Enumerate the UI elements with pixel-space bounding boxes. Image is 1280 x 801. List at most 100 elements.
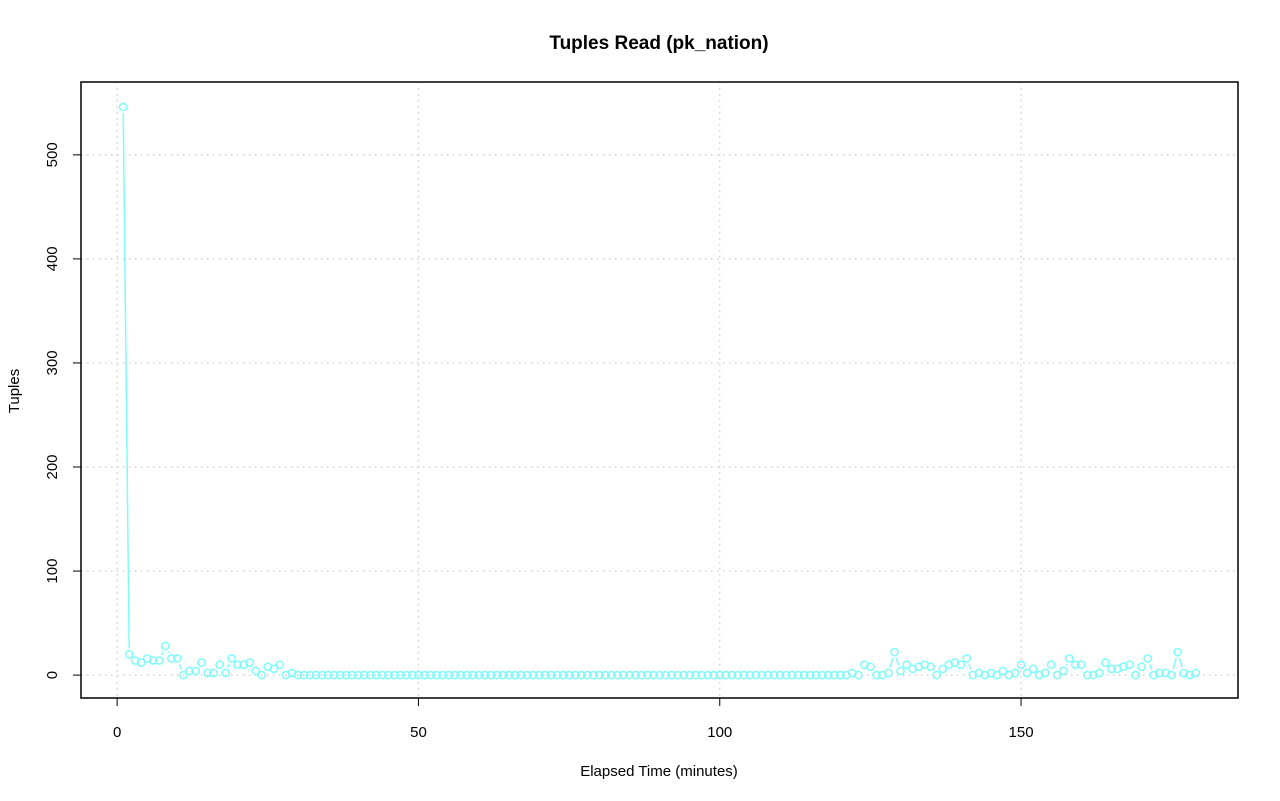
data-point: [516, 670, 526, 680]
data-point: [191, 666, 200, 676]
data-point: [257, 670, 267, 680]
data-point: [173, 654, 182, 663]
x-axis: 0 50 100 150: [113, 698, 1034, 741]
data-point: [811, 670, 821, 680]
data-point: [203, 668, 212, 678]
series-line-segment: [160, 651, 164, 656]
data-point: [697, 670, 707, 680]
x-tick-label: 0: [113, 724, 121, 741]
data-point: [118, 102, 128, 112]
series-line-segment: [178, 663, 183, 670]
data-point: [486, 670, 496, 680]
data-point: [600, 670, 610, 680]
data-point: [480, 670, 490, 680]
data-point: [215, 660, 224, 670]
y-axis: 0 100 200 300 400 500: [44, 142, 81, 679]
x-tick-label: 150: [1009, 724, 1034, 741]
data-point: [673, 670, 682, 680]
y-tick-label: 300: [44, 350, 61, 375]
data-point: [269, 664, 279, 674]
y-axis-label: Tuples: [6, 369, 23, 413]
data-point: [775, 670, 785, 680]
data-point: [197, 658, 206, 667]
series-line-segment: [167, 651, 170, 654]
data-point: [1107, 664, 1116, 674]
data-point: [552, 670, 562, 680]
data-point: [781, 670, 791, 680]
data-point: [383, 670, 393, 680]
data-point: [866, 662, 875, 672]
series-line-segment: [1178, 657, 1183, 668]
data-point: [335, 670, 345, 680]
data-point: [365, 670, 375, 680]
data-point: [1131, 670, 1140, 680]
series-line-segment: [1148, 663, 1153, 670]
y-tick-label: 100: [44, 559, 61, 584]
data-point: [498, 670, 508, 680]
data-point: [1052, 670, 1062, 680]
grid: [81, 82, 1238, 698]
series-line-segment: [227, 663, 231, 668]
data-point: [221, 668, 230, 678]
data-point: [757, 670, 767, 680]
data-point: [124, 649, 134, 659]
data-point: [926, 662, 936, 672]
data-point: [625, 670, 634, 680]
data-point: [534, 670, 544, 680]
data-point: [528, 670, 538, 680]
data-point: [576, 670, 586, 680]
data-point: [769, 670, 779, 680]
data-point: [426, 670, 435, 680]
data-point: [884, 668, 893, 678]
data-point: [854, 670, 863, 680]
data-point: [998, 666, 1008, 676]
data-point: [787, 670, 797, 680]
data-point: [745, 670, 755, 680]
data-point: [341, 670, 351, 680]
data-point: [902, 660, 911, 670]
data-point: [347, 670, 357, 680]
data-point: [450, 670, 459, 680]
data-point: [293, 670, 303, 680]
data-point: [558, 670, 568, 680]
data-point: [938, 664, 948, 674]
data-point: [817, 670, 827, 680]
data-point: [420, 670, 429, 680]
data-point: [233, 660, 243, 670]
data-point: [721, 670, 731, 680]
data-point: [835, 670, 845, 680]
data-point: [1143, 654, 1152, 663]
data-point: [329, 670, 339, 680]
data-point: [251, 666, 261, 676]
data-point: [540, 670, 550, 680]
data-point: [1040, 668, 1050, 678]
data-point: [1064, 654, 1074, 663]
chart-title: Tuples Read (pk_nation): [549, 33, 768, 54]
data-point: [1137, 662, 1146, 672]
data-point: [655, 670, 664, 680]
data-point: [727, 670, 737, 680]
data-point: [956, 660, 966, 670]
data-point: [136, 658, 146, 667]
data-point: [1082, 670, 1092, 680]
data-point: [703, 670, 713, 680]
data-point: [1155, 668, 1165, 678]
data-point: [275, 660, 285, 670]
data-point: [594, 670, 604, 680]
data-point: [414, 670, 423, 680]
data-point: [1101, 658, 1110, 667]
data-point: [618, 670, 628, 680]
data-point: [606, 670, 616, 680]
data-point: [299, 670, 309, 680]
data-point: [661, 670, 670, 680]
data-point: [444, 670, 453, 680]
data-point: [438, 670, 447, 680]
data-point: [1028, 664, 1038, 674]
data-point: [353, 670, 363, 680]
data-point: [1022, 668, 1032, 678]
data-point: [1125, 660, 1134, 670]
data-point: [751, 670, 761, 680]
data-point: [691, 670, 701, 680]
data-point: [667, 670, 676, 680]
data-point: [305, 670, 315, 680]
